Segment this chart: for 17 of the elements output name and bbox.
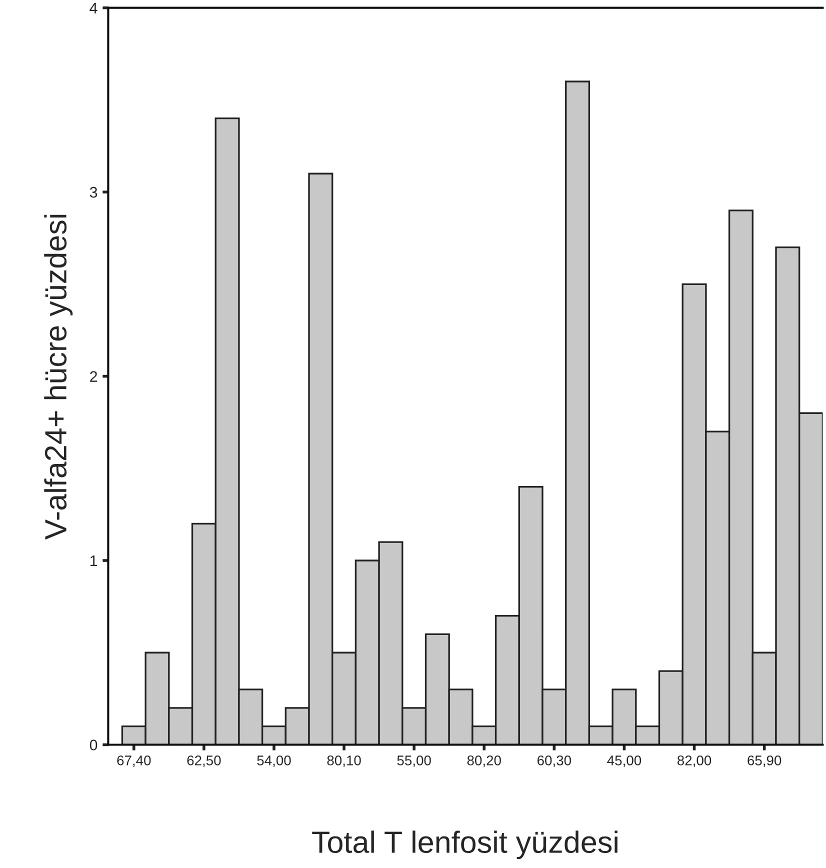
x-tick-label: 65,90 bbox=[748, 756, 782, 768]
x-tick-label: 80,20 bbox=[467, 756, 501, 768]
y-tick-label: 4 bbox=[90, 2, 98, 14]
x-tick-label: 82,00 bbox=[678, 756, 712, 768]
x-tick-label: 45,00 bbox=[607, 756, 642, 768]
x-axis-title: Total T lenfosit yüzdesi bbox=[312, 830, 618, 860]
y-axis-title: V-alfa24+ hücre yüzdesi bbox=[44, 214, 73, 540]
x-tick-label: 62,50 bbox=[187, 756, 221, 768]
x-tick-label: 60,30 bbox=[538, 756, 572, 768]
x-tick-label: 80,10 bbox=[327, 756, 361, 768]
y-tick-label: 2 bbox=[90, 371, 98, 382]
x-tick-label: 55,00 bbox=[397, 756, 431, 768]
y-tick-label: 0 bbox=[90, 740, 98, 750]
x-tick-label: 54,00 bbox=[257, 756, 291, 768]
y-tick-label: 3 bbox=[90, 186, 98, 198]
y-tick-label: 1 bbox=[90, 556, 98, 566]
x-tick-label: 67,40 bbox=[117, 756, 151, 768]
